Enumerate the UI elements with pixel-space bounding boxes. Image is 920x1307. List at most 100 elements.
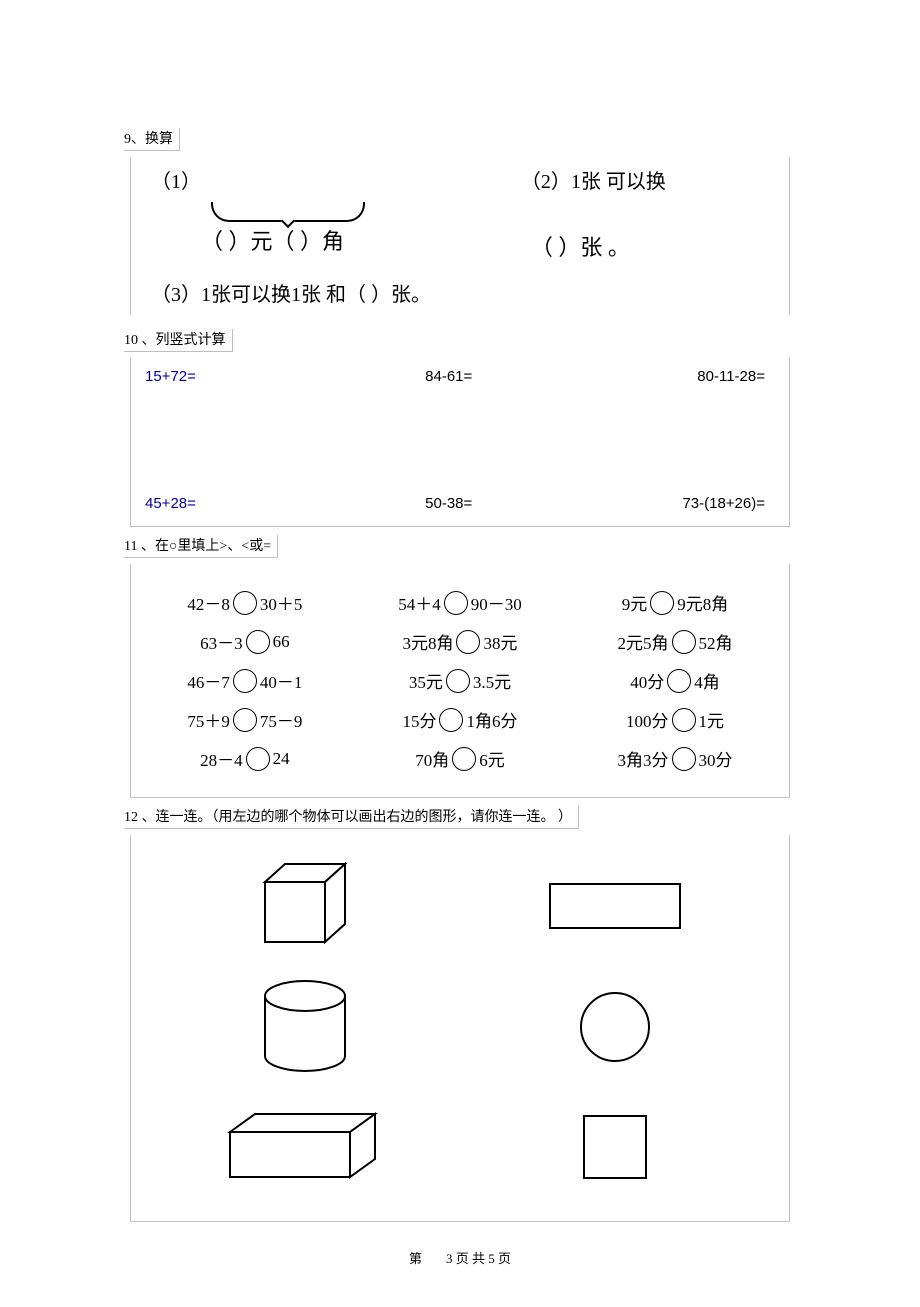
q9-part2: （2）1张 可以换 （ ）张 。 <box>491 165 769 262</box>
q11-row: 28－424 70角 6元 3角3分 30分 <box>139 746 781 771</box>
q9-block: （1） （ ）元（ ）角 （2）1张 可以换 （ ）张 。 （3）1张可以换1张… <box>130 157 790 315</box>
q11-right-expr: 52角 <box>699 629 733 654</box>
q11-left-expr: 3角3分 <box>618 746 669 771</box>
q12-heading: 12 、连一连。（用左边的哪个物体可以画出右边的图形，请你连一连。 ） <box>124 806 579 829</box>
q11-right-expr: 30分 <box>699 746 733 771</box>
compare-circle[interactable] <box>246 630 270 654</box>
compare-circle[interactable] <box>233 669 257 693</box>
square-2d <box>472 1087 759 1207</box>
compare-circle[interactable] <box>246 747 270 771</box>
q11-cell: 63－3 66 <box>139 629 351 654</box>
rectangle-icon <box>540 872 690 942</box>
q11-cell: 70角 6元 <box>354 746 566 771</box>
q9-p2-label: （2）1张 可以换 <box>521 165 769 194</box>
compare-circle[interactable] <box>444 591 468 615</box>
q12-block <box>130 835 790 1222</box>
q11-right-expr: 40－1 <box>260 668 303 693</box>
q9-row1: （1） （ ）元（ ）角 （2）1张 可以换 （ ）张 。 <box>151 165 769 262</box>
q10-cell: 45+28= <box>145 495 334 512</box>
cube-3d <box>161 847 448 967</box>
q11-cell: 46－740－1 <box>139 668 351 693</box>
q11-left-expr: 9元 <box>622 590 648 615</box>
q11-cell: 3元8角 38元 <box>354 629 566 654</box>
q10-cell: 84-61= <box>342 368 556 385</box>
compare-circle[interactable] <box>650 591 674 615</box>
q11-right-expr: 4角 <box>694 668 720 693</box>
q11-left-expr: 15分 <box>402 707 436 732</box>
cuboid-3d <box>161 1087 448 1207</box>
q11-cell: 3角3分 30分 <box>569 746 781 771</box>
q11-cell: 28－424 <box>139 746 351 771</box>
q10-cell: 15+72= <box>145 368 334 385</box>
footer-right: 页 共 <box>456 1251 485 1266</box>
footer-tail: 页 <box>498 1251 511 1266</box>
q11-right-expr: 38元 <box>483 629 517 654</box>
q11-cell: 42－8 30＋5 <box>139 590 351 615</box>
q9-p1-fill: （ ）元（ ）角 <box>201 224 491 256</box>
q9-p2-fill: （ ）张 。 <box>521 230 769 262</box>
q10-block: 15+72= 84-61= 80-11-28= 45+28= 50-38= 73… <box>130 358 790 527</box>
compare-circle[interactable] <box>672 708 696 732</box>
q9-p3: （3）1张可以换1张 和（ ）张。 <box>151 278 769 307</box>
q11-left-expr: 100分 <box>626 707 669 732</box>
cylinder-icon <box>250 972 360 1082</box>
rectangle-2d <box>472 847 759 967</box>
cylinder-3d <box>161 967 448 1087</box>
q11-left-expr: 3元8角 <box>402 629 453 654</box>
compare-circle[interactable] <box>456 630 480 654</box>
q11-cell: 2元5角52角 <box>569 629 781 654</box>
compare-circle[interactable] <box>452 747 476 771</box>
q11-cell: 9元 9元8角 <box>569 590 781 615</box>
q11-cell: 15分 1角6分 <box>354 707 566 732</box>
circle-2d <box>472 967 759 1087</box>
q11-row: 75＋9 75－9 15分 1角6分 100分 1元 <box>139 707 781 732</box>
q10-row-0: 15+72= 84-61= 80-11-28= <box>145 368 775 385</box>
q11-right-expr: 90－30 <box>471 590 522 615</box>
page: 9、换算 （1） （ ）元（ ）角 （2）1张 可以换 （ ）张 。 （3）1张… <box>0 0 920 1307</box>
q11-cell: 40分 4角 <box>569 668 781 693</box>
q10-cell: 73-(18+26)= <box>563 495 775 512</box>
compare-circle[interactable] <box>667 669 691 693</box>
q11-row: 46－740－135元3.5元40分4角 <box>139 668 781 693</box>
cube-icon <box>245 852 365 962</box>
footer-total: 5 <box>488 1251 495 1266</box>
q11-right-expr: 75－9 <box>260 707 303 732</box>
q11-right-expr: 1元 <box>699 707 725 732</box>
q11-cell: 54＋4 90－30 <box>354 590 566 615</box>
q11-right-expr: 6元 <box>479 746 505 771</box>
q9-heading: 9、换算 <box>124 128 180 151</box>
q11-row: 63－3 66 3元8角 38元 2元5角52角 <box>139 629 781 654</box>
q11-right-expr: 24 <box>273 749 290 769</box>
q11-block: 42－8 30＋5 54＋4 90－30 9元 9元8角 63－3 66 3元8角 38元 2元5角… <box>130 564 790 798</box>
q10-cell: 50-38= <box>342 495 556 512</box>
q11-right-expr: 66 <box>273 632 290 652</box>
compare-circle[interactable] <box>446 669 470 693</box>
compare-circle[interactable] <box>672 747 696 771</box>
q11-row: 42－8 30＋5 54＋4 90－30 9元 9元8角 <box>139 590 781 615</box>
page-footer: 第 3 页 共 5 页 <box>130 1248 790 1267</box>
q11-left-expr: 35元 <box>409 668 443 693</box>
q11-right-expr: 1角6分 <box>466 707 517 732</box>
compare-circle[interactable] <box>672 630 696 654</box>
cuboid-icon <box>220 1102 390 1192</box>
q9-p1-label: （1） <box>151 165 491 194</box>
compare-circle[interactable] <box>439 708 463 732</box>
q11-right-expr: 9元8角 <box>677 590 728 615</box>
q9-part1: （1） （ ）元（ ）角 <box>151 165 491 262</box>
q11-left-expr: 40分 <box>630 668 664 693</box>
q10-row-1: 45+28= 50-38= 73-(18+26)= <box>145 495 775 512</box>
compare-circle[interactable] <box>233 708 257 732</box>
footer-page: 3 <box>446 1251 453 1266</box>
q11-left-expr: 70角 <box>415 746 449 771</box>
q11-left-expr: 54＋4 <box>398 590 441 615</box>
q11-left-expr: 75＋9 <box>187 707 230 732</box>
q11-right-expr: 30＋5 <box>260 590 303 615</box>
q11-left-expr: 42－8 <box>187 590 230 615</box>
circle-icon <box>570 982 660 1072</box>
q11-cell: 75＋9 75－9 <box>139 707 351 732</box>
compare-circle[interactable] <box>233 591 257 615</box>
brace-icon <box>211 202 365 222</box>
square-icon <box>570 1102 660 1192</box>
footer-left: 第 <box>409 1251 422 1266</box>
q11-left-expr: 63－3 <box>200 629 243 654</box>
